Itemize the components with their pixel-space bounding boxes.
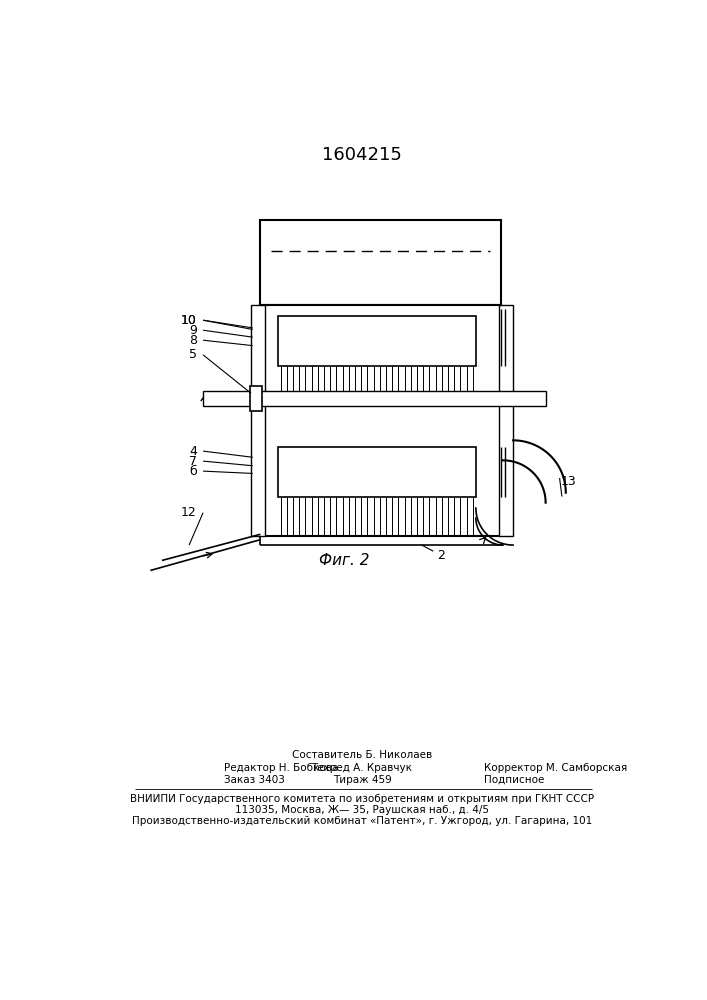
Bar bbox=[260, 305, 501, 536]
Text: 113035, Москва, Ж— 35, Раушская наб., д. 4/5: 113035, Москва, Ж— 35, Раушская наб., д.… bbox=[235, 805, 489, 815]
Text: Корректор М. Самборская: Корректор М. Самборская bbox=[484, 763, 627, 773]
Text: 5: 5 bbox=[189, 348, 197, 361]
Text: Составитель Б. Николаев: Составитель Б. Николаев bbox=[292, 750, 432, 760]
Bar bbox=[279, 447, 476, 497]
Text: 12: 12 bbox=[181, 506, 197, 519]
Text: 10: 10 bbox=[181, 314, 197, 327]
Text: 2: 2 bbox=[437, 549, 445, 562]
Text: ВНИИПИ Государственного комитета по изобретениям и открытиям при ГКНТ СССР: ВНИИПИ Государственного комитета по изоб… bbox=[130, 794, 594, 804]
Text: Тираж 459: Тираж 459 bbox=[332, 775, 392, 785]
Text: Подписное: Подписное bbox=[484, 775, 544, 785]
Text: 10: 10 bbox=[181, 314, 197, 327]
Bar bbox=[279, 316, 476, 366]
Bar bbox=[499, 305, 513, 536]
Text: 8: 8 bbox=[189, 334, 197, 347]
Text: 7: 7 bbox=[189, 455, 197, 468]
Text: Редактор Н. Бобкова: Редактор Н. Бобкова bbox=[224, 763, 339, 773]
Text: б: б bbox=[189, 465, 197, 478]
Text: 1604215: 1604215 bbox=[322, 146, 402, 164]
Text: Техред А. Кравчук: Техред А. Кравчук bbox=[312, 763, 412, 773]
Text: 13: 13 bbox=[561, 475, 577, 488]
Text: Фиг. 2: Фиг. 2 bbox=[319, 553, 369, 568]
Text: 9: 9 bbox=[189, 324, 197, 337]
Bar bbox=[203, 391, 546, 406]
Bar bbox=[251, 305, 265, 536]
Text: 4: 4 bbox=[189, 445, 197, 458]
Bar bbox=[250, 386, 262, 411]
Text: Производственно-издательский комбинат «Патент», г. Ужгород, ул. Гагарина, 101: Производственно-издательский комбинат «П… bbox=[132, 816, 592, 826]
Bar bbox=[260, 220, 501, 305]
Text: Заказ 3403: Заказ 3403 bbox=[224, 775, 285, 785]
